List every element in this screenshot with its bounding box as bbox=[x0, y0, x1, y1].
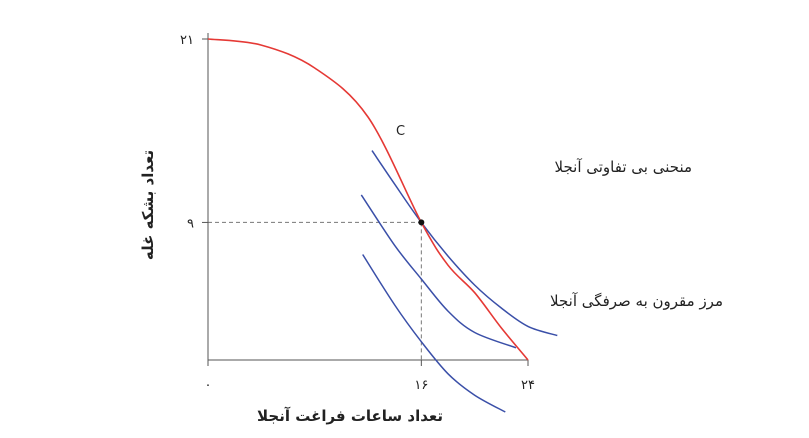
y-axis-title: تعداد بشکه غله bbox=[139, 150, 157, 260]
indifference-curve-3 bbox=[371, 150, 558, 337]
frontier-label: مرز مقرون به صرفگی آنجلا bbox=[550, 292, 723, 310]
x-tick-label: ۲۴ bbox=[521, 378, 535, 393]
x-axis-title: تعداد ساعات فراغت آنجلا bbox=[257, 407, 443, 425]
ticks: ۰ ۱۶ ۲۴ ۹ ۲۱ bbox=[180, 33, 535, 393]
point-marks bbox=[418, 219, 425, 226]
y-tick-label: ۹ bbox=[187, 216, 194, 231]
axes bbox=[207, 33, 528, 361]
curves bbox=[207, 38, 558, 413]
feasible-frontier bbox=[207, 38, 529, 361]
indifference-curve-1 bbox=[362, 254, 506, 413]
y-tick-label: ۲۱ bbox=[180, 33, 194, 48]
x-tick-label: ۰ bbox=[205, 378, 212, 393]
x-tick-label: ۱۶ bbox=[414, 378, 428, 393]
reference-lines bbox=[208, 221, 422, 360]
indifference-curve-2 bbox=[360, 194, 517, 349]
indifference-curve-label: منحنی بی تفاوتی آنجلا bbox=[555, 158, 692, 176]
point-c-label: C bbox=[396, 124, 405, 139]
point-c-marker bbox=[418, 219, 425, 226]
